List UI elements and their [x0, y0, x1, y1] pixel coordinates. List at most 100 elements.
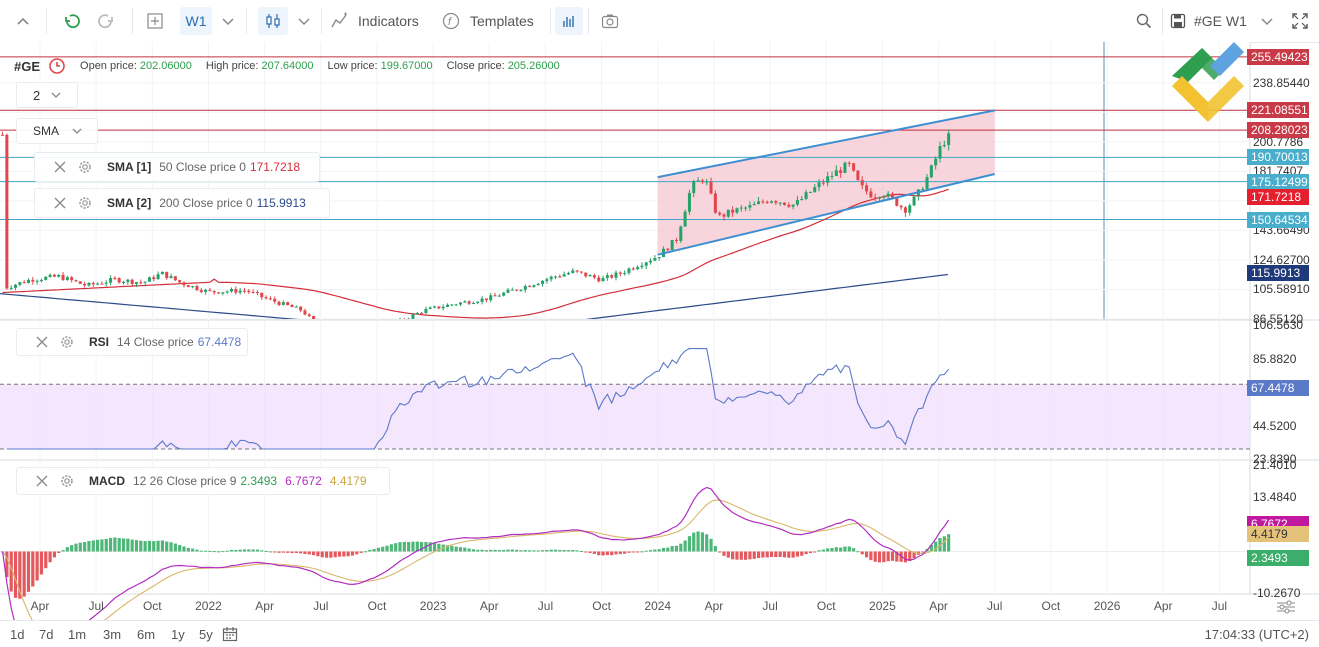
macd-histogram-bar: [74, 543, 78, 552]
candle: [463, 301, 467, 303]
range-button-5y[interactable]: 5y: [199, 627, 213, 642]
macd-histogram-bar: [13, 551, 18, 598]
redo-icon[interactable]: [94, 0, 120, 42]
candle: [52, 274, 56, 277]
symbol-selector[interactable]: #GE W1: [1170, 0, 1260, 42]
rsi-line: [6, 348, 950, 450]
candle: [718, 212, 722, 215]
macd-histogram-bar: [290, 551, 294, 554]
macd-histogram-bar: [489, 549, 493, 552]
macd-value-1: 2.3493: [240, 474, 278, 488]
candle: [934, 158, 938, 166]
range-button-1m[interactable]: 1m: [68, 627, 87, 642]
clock-alert-icon: [49, 58, 65, 74]
macd-histogram-bar: [130, 539, 134, 552]
macd-histogram-bar: [359, 551, 363, 553]
interval-button[interactable]: W1: [180, 7, 212, 35]
candle: [588, 275, 592, 277]
macd-histogram-bar: [229, 549, 234, 552]
indicator-count-select[interactable]: 2: [16, 82, 78, 108]
close-icon[interactable]: [35, 335, 49, 349]
sma2-params: 200 Close price 0: [159, 196, 253, 210]
time-tick-label: Jul: [762, 599, 777, 613]
rsi-tick-label: 85.8820: [1253, 351, 1297, 366]
macd-histogram-bar: [152, 541, 156, 552]
chevron-down-icon[interactable]: [1259, 0, 1275, 42]
macd-histogram-bar: [376, 547, 380, 552]
high-label: High price:: [205, 60, 259, 72]
gear-icon[interactable]: [77, 159, 93, 175]
indicators-button[interactable]: Indicators: [330, 0, 430, 42]
candle: [739, 207, 743, 209]
search-icon[interactable]: [1134, 0, 1154, 42]
calendar-icon[interactable]: [222, 626, 238, 642]
axis-settings-icon[interactable]: [1276, 600, 1296, 614]
candle: [782, 202, 786, 205]
camera-icon[interactable]: [598, 0, 622, 42]
undo-icon[interactable]: [58, 0, 84, 42]
macd-histogram-bar: [333, 551, 337, 558]
macd-histogram-bar: [324, 551, 329, 558]
time-tick-label: Oct: [817, 599, 836, 613]
macd-histogram-bar: [476, 549, 480, 552]
macd-histogram-bar: [445, 545, 450, 552]
close-icon[interactable]: [53, 196, 67, 210]
templates-button[interactable]: f Templates: [442, 0, 542, 42]
add-icon[interactable]: [143, 0, 167, 42]
close-icon[interactable]: [53, 160, 67, 174]
macd-histogram-bar: [100, 539, 104, 552]
candle: [221, 292, 225, 294]
candle: [636, 267, 640, 270]
rsi-value: 67.4478: [197, 335, 242, 349]
macd-histogram-bar: [204, 550, 208, 552]
macd-histogram-bar: [545, 549, 549, 552]
candle: [242, 290, 246, 292]
bottom-bar: 1d 7d 1m 3m 6m 1y 5y 17:04:33 (UTC+2): [0, 620, 1319, 647]
candle: [519, 289, 523, 291]
bars-icon[interactable]: [555, 7, 583, 35]
close-icon[interactable]: [35, 474, 49, 488]
macd-histogram-bar: [87, 541, 91, 552]
candle: [882, 196, 886, 198]
gear-icon[interactable]: [77, 195, 93, 211]
macd-histogram-bar: [549, 549, 553, 552]
time-tick-label: 2025: [869, 599, 896, 613]
range-button-3m[interactable]: 3m: [103, 627, 122, 642]
candle: [489, 295, 493, 301]
indicator-type-select[interactable]: SMA: [16, 118, 98, 144]
save-icon[interactable]: [1170, 13, 1186, 29]
macd-histogram-bar: [519, 550, 523, 552]
candle: [890, 193, 894, 198]
macd-histogram-bar: [186, 547, 190, 552]
sma1-value: 171.7218: [249, 160, 301, 174]
range-button-7d[interactable]: 7d: [39, 627, 54, 642]
candle: [713, 193, 717, 213]
fullscreen-icon[interactable]: [1290, 0, 1310, 42]
chevron-down-icon[interactable]: [218, 0, 238, 42]
macd-histogram-bar: [752, 551, 756, 559]
price-tick-label: 105.58910: [1253, 282, 1310, 297]
candle: [787, 204, 791, 207]
range-button-6m[interactable]: 6m: [137, 627, 156, 642]
macd-histogram-bar: [856, 551, 860, 553]
range-button-1d[interactable]: 1d: [10, 627, 25, 642]
macd-histogram-bar: [368, 549, 372, 552]
macd-histogram-bar: [182, 546, 186, 552]
macd-histogram-bar: [696, 531, 700, 552]
chevron-down-icon[interactable]: [294, 0, 314, 42]
candle: [290, 304, 294, 308]
candle: [39, 279, 43, 281]
gear-icon[interactable]: [59, 334, 75, 350]
candle: [649, 260, 653, 263]
indicator-type: SMA: [33, 124, 60, 138]
chevron-up-icon[interactable]: [10, 0, 36, 42]
macd-histogram-bar: [808, 551, 812, 554]
candles-icon[interactable]: [258, 7, 288, 35]
candle: [1, 134, 5, 136]
indicator-count: 2: [33, 87, 41, 103]
candle: [579, 271, 583, 273]
gear-icon[interactable]: [59, 473, 75, 489]
range-button-1y[interactable]: 1y: [171, 627, 185, 642]
macd-histogram-bar: [316, 551, 320, 557]
candle: [109, 278, 113, 283]
